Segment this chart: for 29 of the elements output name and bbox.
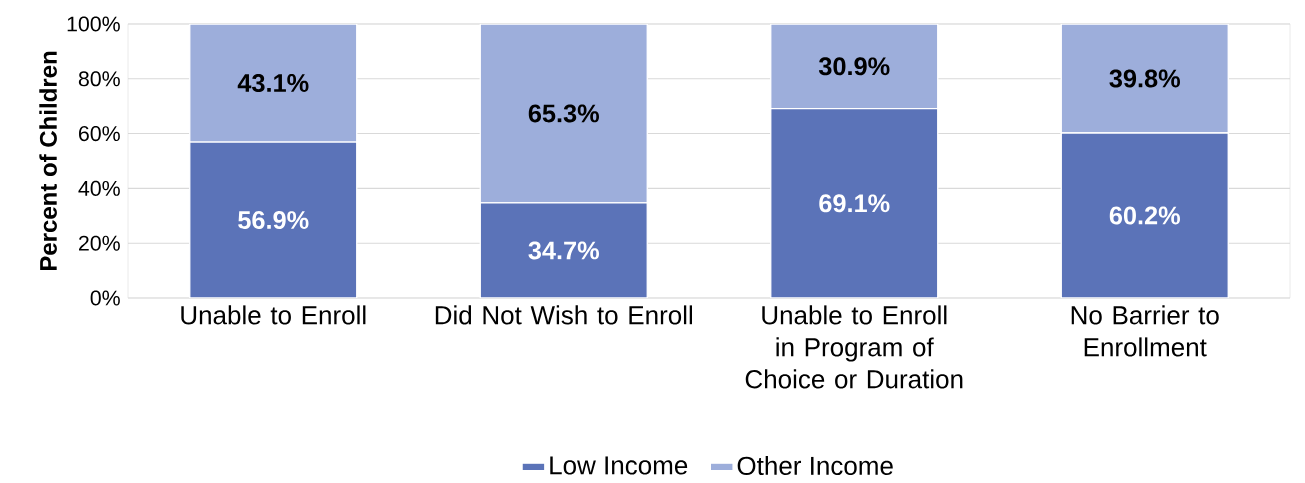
x-tick-label: Unable to Enroll in Program of Choice or Duration: [745, 305, 963, 389]
y-tick-label: 40%: [78, 180, 120, 196]
y-axis-title: Percent of Children: [39, 51, 57, 270]
data-label: 43.1%: [237, 73, 309, 92]
x-tick-label: Did Not Wish to Enroll: [435, 305, 693, 325]
y-tick-label: 20%: [79, 235, 120, 251]
bar: [770, 107, 939, 298]
data-label: 30.9%: [818, 57, 890, 76]
y-tick-label: 100%: [67, 16, 120, 32]
data-label: 34.7%: [528, 241, 599, 260]
bar: [189, 141, 358, 298]
legend-label: Low Income: [550, 456, 688, 475]
data-label: 65.3%: [528, 104, 599, 123]
x-tick-label: No Barrier to Enrollment: [1071, 305, 1219, 357]
x-tick-label: Unable to Enroll: [181, 305, 366, 325]
data-label: 69.1%: [819, 194, 890, 213]
bar: [479, 202, 648, 298]
bar: [479, 23, 648, 204]
bar: [770, 23, 939, 110]
bar: [189, 23, 358, 143]
bar: [1060, 23, 1229, 134]
bar: [1060, 132, 1229, 298]
y-tick-label: 80%: [78, 71, 120, 87]
y-tick-label: 60%: [79, 125, 120, 141]
data-label: 39.8%: [1109, 69, 1180, 88]
legend-label: Other Income: [737, 455, 893, 475]
data-label: 60.2%: [1109, 206, 1180, 225]
data-label: 56.9%: [238, 210, 309, 229]
y-tick-label: 0%: [90, 290, 120, 306]
